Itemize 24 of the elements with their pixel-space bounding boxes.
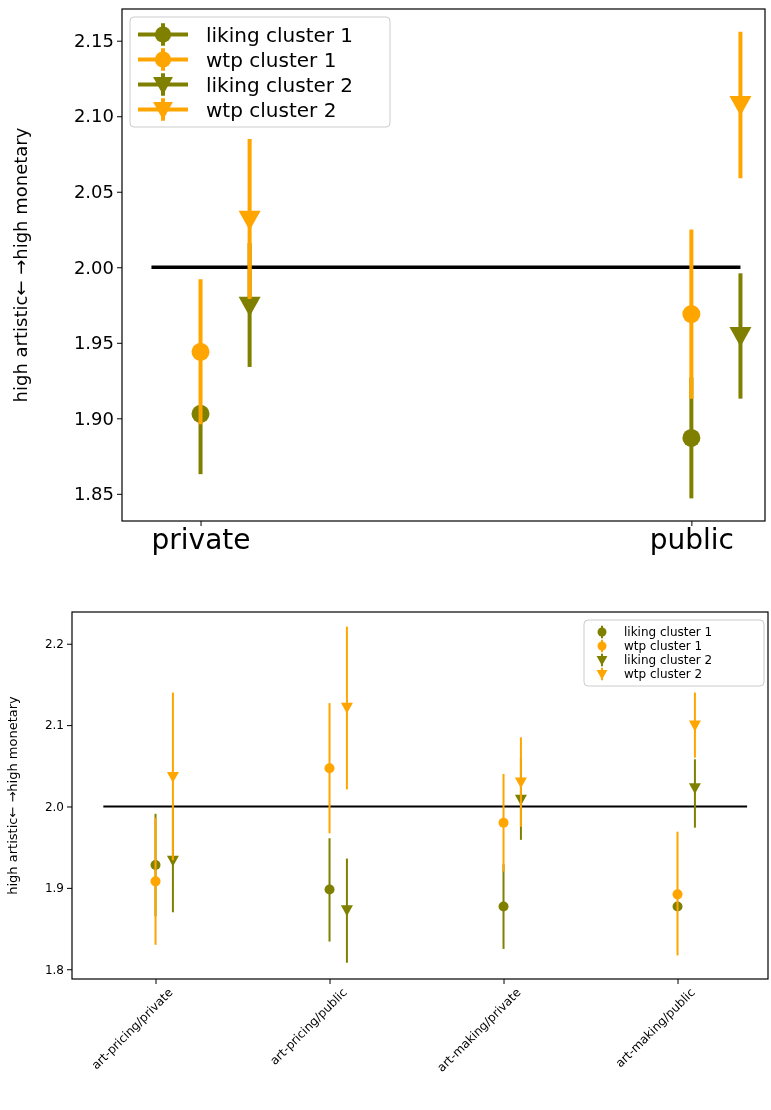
legend-label: liking cluster 2 (206, 72, 354, 97)
y-axis-title: high artistic← →high monetary (5, 695, 20, 895)
legend-label: liking cluster 1 (206, 22, 354, 47)
y-tick-label: 2.2 (44, 637, 64, 652)
legend-label: wtp cluster 1 (624, 639, 703, 654)
y-tick-label: 1.85 (73, 483, 114, 505)
y-tick-label: 2.15 (73, 29, 114, 51)
legend-label: liking cluster 2 (624, 653, 713, 668)
y-axis-title: high artistic← →high monetary (10, 127, 31, 403)
y-tick-label: 2.1 (44, 718, 64, 733)
y-tick-label: 2.10 (73, 105, 114, 127)
legend-label: wtp cluster 1 (206, 47, 337, 72)
x-tick-label: private (151, 522, 251, 556)
y-tick-label: 2.0 (44, 799, 64, 814)
y-tick-label: 2.05 (73, 181, 114, 203)
y-tick-label: 1.9 (44, 881, 64, 896)
y-tick-label: 1.8 (44, 962, 64, 977)
legend-label: wtp cluster 2 (206, 97, 337, 122)
legend-label: liking cluster 1 (624, 625, 713, 640)
y-tick-label: 1.95 (73, 332, 114, 354)
legend-label: wtp cluster 2 (624, 667, 703, 682)
y-tick-label: 2.00 (73, 256, 114, 278)
x-tick-label: public (649, 522, 734, 556)
y-tick-label: 1.90 (73, 407, 114, 429)
